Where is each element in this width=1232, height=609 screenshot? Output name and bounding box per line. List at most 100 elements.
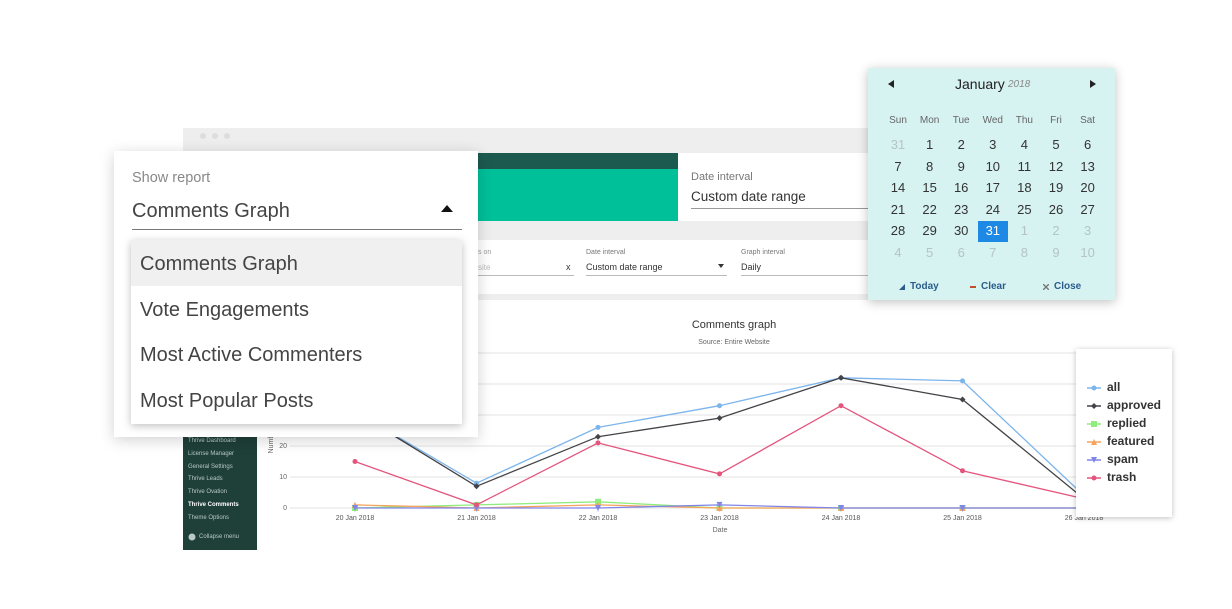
report-option[interactable]: Most Popular Posts [140,389,314,412]
day[interactable]: 24 [985,201,1001,217]
weekday: Thu [1015,115,1033,126]
clear-button[interactable]: x [566,262,571,272]
day[interactable]: 5 [1052,137,1060,152]
y-tick-label: 0 [283,505,287,512]
day[interactable]: 14 [890,180,906,196]
day[interactable]: 17 [985,180,1001,196]
point [716,505,723,511]
day[interactable]: 5 [925,245,934,260]
filter-label: Date interval [691,171,753,183]
day[interactable]: 28 [890,223,906,239]
legend-box [1076,349,1172,517]
day[interactable]: 2 [957,137,965,152]
fragment: site [478,263,491,272]
point [1091,421,1097,427]
point [595,498,601,505]
day[interactable]: 10 [1080,245,1095,260]
day[interactable]: 8 [925,158,934,174]
legend-label[interactable]: featured [1107,434,1154,448]
point [717,471,722,477]
day[interactable]: 1 [1020,223,1028,239]
day[interactable]: 19 [1048,180,1064,196]
fragment: s on [478,249,492,256]
menu-item[interactable]: General Settings [188,463,233,470]
menu-item[interactable]: Theme Options [188,514,230,521]
point [838,505,844,511]
collapse-icon [188,533,196,541]
point [838,403,844,409]
point [959,396,966,403]
day[interactable]: 20 [1080,180,1095,196]
day[interactable]: 26 [1048,201,1064,217]
option-list: Comments Graph Vote Engagements Most Activ… [131,240,462,424]
day[interactable]: 18 [1017,180,1032,196]
point [473,483,480,490]
calendar-button[interactable]: Close [1054,281,1082,292]
year: 2018 [1008,79,1031,90]
menu-item[interactable]: Thrive Ovation [188,489,228,496]
calendar-button[interactable]: Clear [981,281,1007,292]
day[interactable]: 13 [1080,158,1095,174]
day[interactable]: 11 [1017,158,1032,174]
menu-item[interactable]: Thrive Comments [188,502,239,508]
day[interactable]: 9 [957,158,965,174]
day[interactable]: 16 [953,180,969,196]
menu-item[interactable]: Thrive Leads [188,476,223,483]
collapse-menu[interactable]: Collapse menu [199,534,240,540]
day[interactable]: 4 [894,245,902,260]
report-option[interactable]: Most Active Commenters [140,344,363,366]
calendar-button[interactable]: Today [910,281,939,292]
day[interactable]: 25 [1017,201,1032,217]
day[interactable]: 7 [894,158,902,174]
point [1091,385,1097,391]
day[interactable]: 1 [925,137,934,152]
menu-item[interactable]: Thrive Dashboard [188,438,236,444]
day[interactable]: 29 [922,223,937,239]
day[interactable]: 23 [953,201,969,217]
day[interactable]: 22 [922,201,937,217]
point [352,505,358,511]
day[interactable]: 31 [985,223,1001,239]
legend-label[interactable]: trash [1107,470,1136,484]
day[interactable]: 7 [989,245,997,260]
day[interactable]: 6 [1083,137,1092,152]
day[interactable]: 8 [1020,245,1028,260]
point [595,433,601,440]
day[interactable]: 31 [890,137,906,152]
day[interactable]: 2 [1052,223,1060,239]
point [1091,475,1097,481]
filter-value[interactable]: Custom date range [586,262,663,272]
month: January [955,76,1005,92]
underline [470,275,574,276]
filter-value[interactable]: Daily [741,262,762,272]
day[interactable]: 21 [890,201,906,217]
day[interactable]: 9 [1052,245,1060,260]
legend-label[interactable]: all [1107,380,1120,394]
filter-value[interactable]: Custom date range [691,189,806,204]
day[interactable]: 3 [1083,223,1092,239]
day[interactable]: 30 [953,223,969,239]
day[interactable]: 15 [922,180,937,196]
day[interactable]: 3 [989,137,997,152]
legend-label[interactable]: approved [1107,398,1161,412]
caret[interactable] [441,205,453,213]
point [1091,439,1097,445]
button-icon [970,286,976,288]
next-month[interactable] [1089,80,1097,89]
selected-value[interactable]: Comments Graph [132,200,290,222]
day[interactable]: 4 [1020,137,1028,152]
x-tick-label: 24 Jan 2018 [822,515,861,522]
day[interactable]: 10 [985,158,1001,174]
legend-label[interactable]: spam [1107,452,1138,466]
day[interactable]: 12 [1048,158,1064,174]
report-option[interactable]: Vote Engagements [140,298,310,321]
button-icon [899,284,905,290]
report-selector: Show report Comments Graph Comments Grap… [114,151,478,437]
day[interactable]: 6 [957,245,965,260]
report-option[interactable]: Comments Graph [131,240,462,286]
point [716,415,723,422]
legend-label[interactable]: replied [1107,416,1146,430]
day[interactable]: 27 [1080,201,1095,217]
menu-item[interactable]: License Manager [188,450,235,457]
prev-month[interactable] [887,80,895,89]
